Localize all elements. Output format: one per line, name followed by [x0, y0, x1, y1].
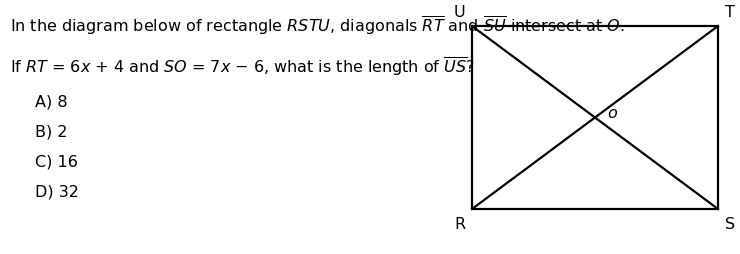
Text: D) 32: D) 32 — [35, 184, 79, 199]
Text: R: R — [454, 216, 465, 231]
Text: S: S — [725, 216, 735, 231]
Text: $\mathit{o}$: $\mathit{o}$ — [607, 106, 618, 121]
Text: If $\mathit{RT}$ = 6$\mathit{x}$ + 4 and $\mathit{SO}$ = 7$\mathit{x}$ − 6, what: If $\mathit{RT}$ = 6$\mathit{x}$ + 4 and… — [10, 55, 475, 78]
Text: A) 8: A) 8 — [35, 95, 67, 109]
Text: T: T — [725, 5, 735, 20]
Text: U: U — [454, 5, 465, 20]
Text: B) 2: B) 2 — [35, 124, 67, 139]
Text: In the diagram below of rectangle $\mathit{RSTU}$, diagonals $\overline{RT}$ and: In the diagram below of rectangle $\math… — [10, 14, 625, 37]
Text: C) 16: C) 16 — [35, 154, 78, 169]
